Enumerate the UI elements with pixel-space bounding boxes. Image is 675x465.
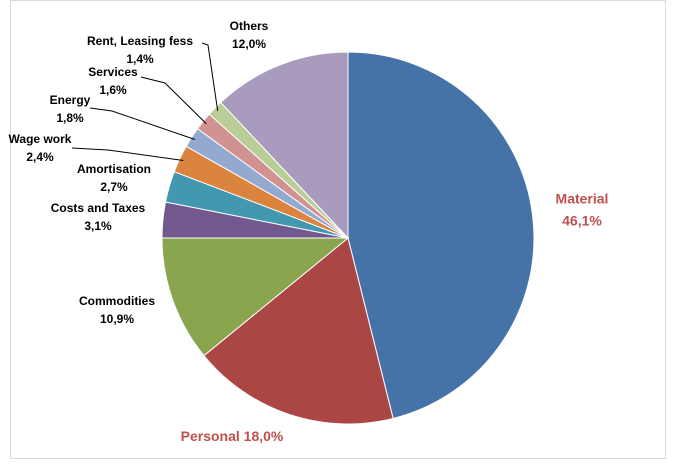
value-label: 2,7% [100, 180, 128, 194]
pie-slice [161, 237, 350, 357]
category-label: Services [88, 65, 138, 79]
category-label: Others [230, 19, 269, 33]
value-label: 10,9% [100, 312, 134, 326]
value-label: 12,0% [232, 37, 266, 51]
category-label: Wage work [9, 132, 72, 146]
slice-label: Personal 18,0% [181, 428, 284, 444]
category-label: Amortisation [77, 162, 151, 176]
value-label: 2,4% [26, 150, 54, 164]
category-label: Costs and Taxes [51, 201, 146, 215]
category-label: Personal [181, 428, 240, 444]
pie-slice [219, 51, 349, 240]
leader-line [71, 147, 184, 162]
category-label: Energy [50, 93, 91, 107]
leader-line [89, 107, 196, 140]
value-label: 46,1% [562, 213, 602, 229]
category-label: Rent, Leasing fess [87, 34, 193, 48]
pie-slice [347, 51, 535, 420]
chart-frame [10, 0, 666, 459]
category-label: Commodities [79, 294, 155, 308]
value-label: 18,0% [244, 428, 284, 444]
leader-line [140, 76, 207, 125]
value-label: 1,8% [56, 111, 84, 125]
leader-line [201, 42, 219, 112]
value-label: 1,4% [126, 52, 154, 66]
pie-slice [203, 237, 394, 425]
value-label: 3,1% [84, 219, 112, 233]
value-label: 1,6% [99, 83, 127, 97]
category-label: Material [556, 191, 609, 207]
